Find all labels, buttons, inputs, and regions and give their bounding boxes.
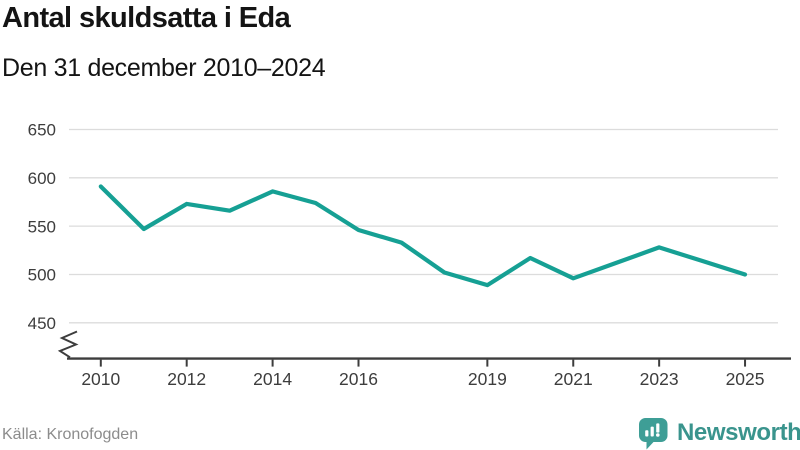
y-axis-labels: 450 500 550 600 650 (28, 121, 56, 333)
brand-logo: Newsworthy (639, 416, 800, 450)
y-tick-label: 450 (28, 314, 56, 333)
page-title: Antal skuldsatta i Eda (2, 2, 291, 34)
y-tick-label: 650 (28, 121, 56, 140)
x-tick-label: 2021 (554, 369, 593, 389)
data-line-series (98, 184, 748, 288)
x-tick-label: 2012 (167, 369, 206, 389)
x-tick-label: 2023 (640, 369, 679, 389)
x-tick-label: 2016 (339, 369, 378, 389)
y-tick-label: 550 (28, 217, 56, 236)
axis-break-icon (57, 330, 79, 359)
y-tick-label: 600 (28, 169, 56, 188)
source-label: Källa: Kronofogden (2, 426, 139, 443)
gridlines (69, 128, 778, 324)
x-tick-label: 2025 (726, 369, 765, 389)
chart-subtitle: Den 31 december 2010–2024 (2, 54, 326, 82)
x-tick-label: 2010 (81, 369, 120, 389)
x-tick-label: 2014 (253, 369, 292, 389)
brand-name: Newsworthy (677, 419, 800, 446)
x-tick-label: 2019 (468, 369, 507, 389)
y-tick-label: 500 (28, 266, 56, 285)
x-axis: 2010 2012 2014 2016 2019 2021 2023 2025 (67, 357, 791, 389)
newsworthy-icon (639, 418, 668, 450)
